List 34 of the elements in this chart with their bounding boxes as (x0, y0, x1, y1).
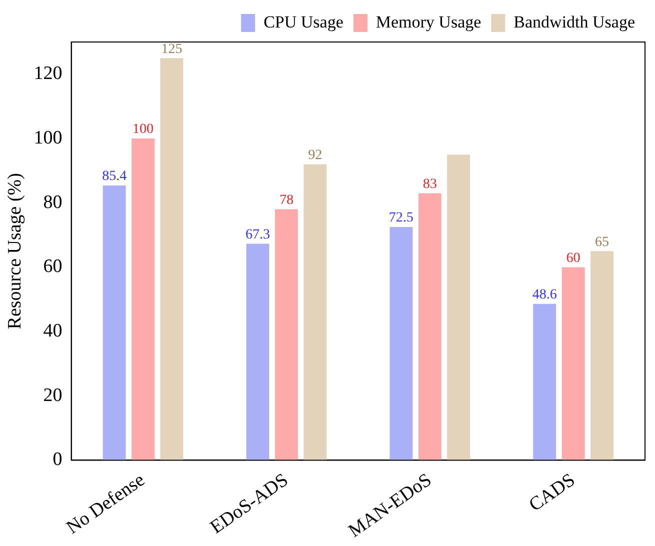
bar (533, 304, 556, 460)
y-axis-title: Resource Usage (%) (4, 173, 26, 330)
bar (390, 226, 413, 460)
bar (102, 185, 126, 460)
legend-label: Bandwidth Usage (514, 12, 636, 32)
bar (246, 244, 270, 460)
data-label: 83 (422, 176, 437, 192)
data-label: 125 (161, 42, 182, 57)
y-tick-label: 100 (34, 128, 62, 148)
bar (304, 164, 327, 460)
legend-label: CPU Usage (264, 12, 344, 32)
data-label: 48.6 (532, 288, 557, 303)
bar (590, 251, 614, 460)
bar (160, 58, 184, 460)
y-tick-label: 60 (43, 256, 62, 278)
data-label: 100 (132, 122, 154, 138)
legend-label: Memory Usage (376, 12, 482, 32)
y-tick-label: 20 (43, 384, 62, 406)
data-label: 72.5 (388, 210, 414, 226)
y-tick-label: 40 (43, 320, 62, 342)
bar (562, 267, 585, 460)
bar (447, 154, 470, 460)
bar (418, 193, 442, 460)
y-tick-label: 80 (43, 192, 62, 213)
bar (132, 138, 154, 460)
y-tick-label: 120 (34, 63, 62, 84)
data-label: 60 (566, 250, 580, 266)
data-label: 65 (594, 234, 609, 250)
data-label: 92 (308, 148, 322, 163)
y-tick-label: 0 (52, 449, 62, 470)
data-label: 85.4 (102, 169, 127, 184)
bar (274, 209, 298, 460)
data-label: 67.3 (246, 227, 270, 242)
data-label: 78 (279, 192, 294, 208)
